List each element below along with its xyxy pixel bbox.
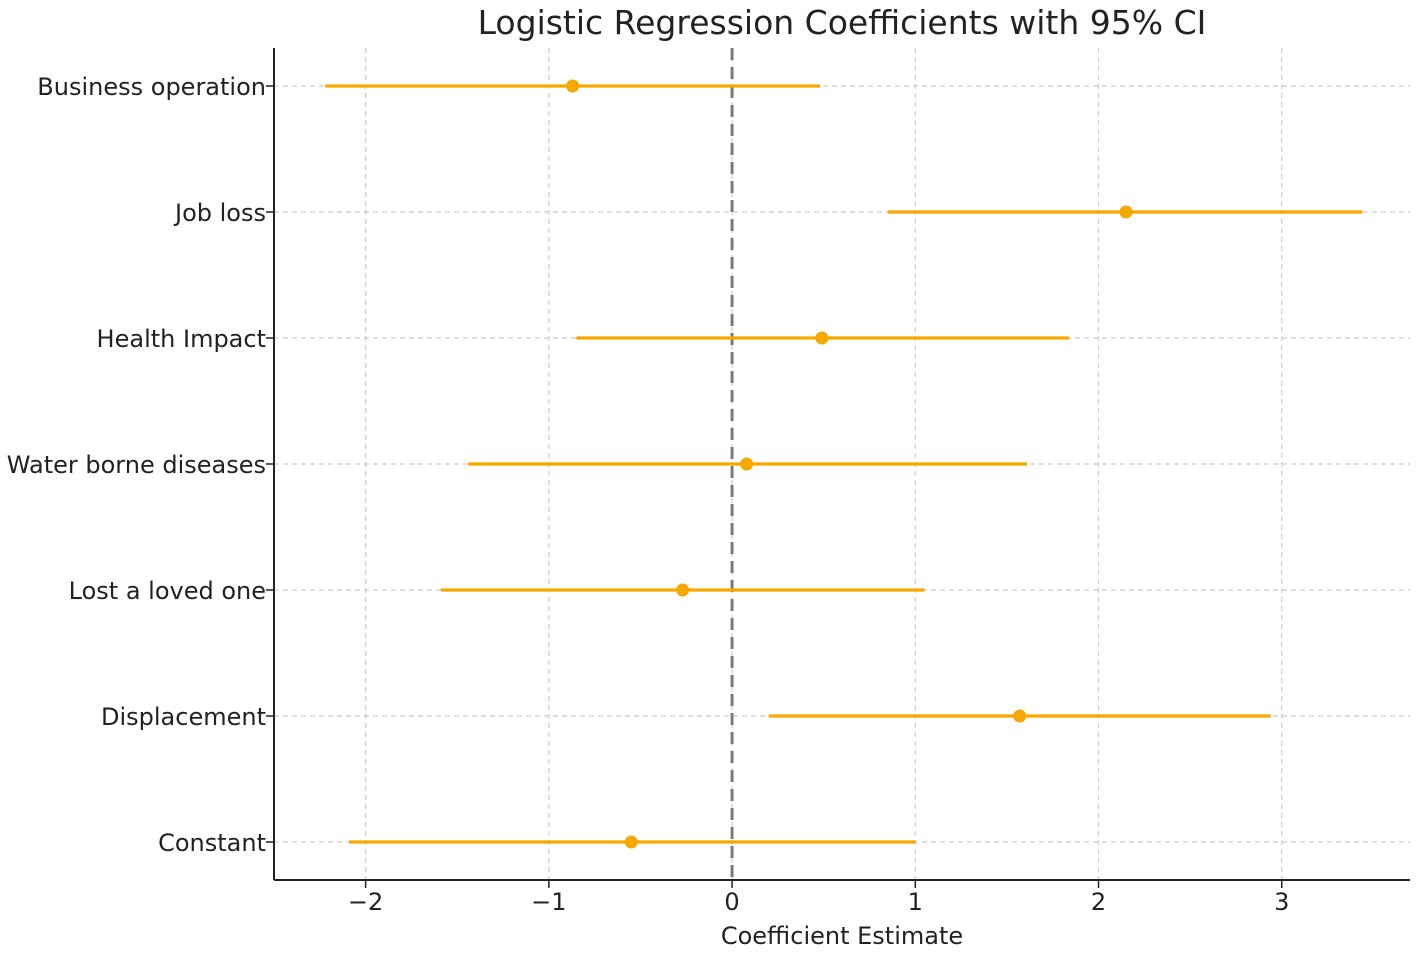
coefficient-marks (325, 79, 1363, 849)
x-tick-labels: −2 −1 0 1 2 3 (348, 888, 1289, 916)
coefficient-point (740, 457, 754, 471)
y-tick-label: Displacement (101, 703, 266, 731)
y-tick-label: Job loss (173, 199, 266, 227)
coefficient-point (815, 331, 829, 345)
x-tick-label: 2 (1091, 888, 1106, 916)
x-tick-label: 3 (1274, 888, 1289, 916)
coefficient-point (1119, 205, 1133, 219)
y-tick-label: Health Impact (97, 325, 266, 353)
x-tick-label: −2 (348, 888, 383, 916)
coefficient-point (566, 79, 580, 93)
x-tick-label: −1 (531, 888, 566, 916)
y-tick-label: Constant (158, 829, 266, 857)
coefficient-point (676, 583, 690, 597)
coefficient-point (1013, 709, 1027, 723)
y-tick-labels: Business operation Job loss Health Impact W… (7, 73, 266, 857)
x-tick-label: 0 (724, 888, 739, 916)
axes (266, 48, 1410, 888)
chart-title: Logistic Regression Coefficients with 95… (478, 3, 1207, 42)
y-tick-label: Lost a loved one (69, 577, 266, 605)
y-tick-label: Water borne diseases (7, 451, 266, 479)
coefficient-point (624, 835, 638, 849)
y-tick-label: Business operation (37, 73, 266, 101)
x-tick-label: 1 (908, 888, 923, 916)
x-axis-label: Coefficient Estimate (721, 922, 963, 950)
